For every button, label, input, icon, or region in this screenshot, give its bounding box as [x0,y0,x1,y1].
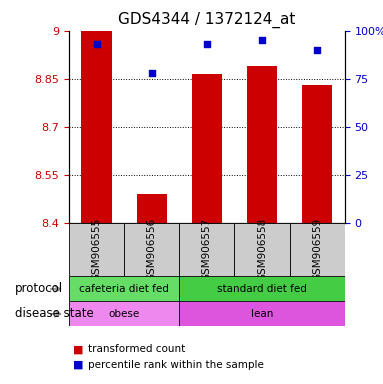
Bar [69,301,179,326]
Bar [69,276,179,301]
Title: GDS4344 / 1372124_at: GDS4344 / 1372124_at [118,12,296,28]
Text: cafeteria diet fed: cafeteria diet fed [79,284,169,294]
Text: GSM906556: GSM906556 [147,218,157,281]
Text: ■: ■ [73,344,83,354]
Point [314,47,320,53]
Text: GSM906559: GSM906559 [312,218,322,281]
Point [149,70,155,76]
Bar [234,223,290,276]
Text: transformed count: transformed count [88,344,185,354]
Bar [290,223,345,276]
Bar [179,301,345,326]
Point [259,37,265,43]
Text: GSM906555: GSM906555 [92,218,101,281]
Text: GSM906558: GSM906558 [257,218,267,281]
Bar [124,223,179,276]
Bar [192,74,222,223]
Text: ■: ■ [73,360,83,370]
Text: percentile rank within the sample: percentile rank within the sample [88,360,264,370]
Text: GSM906557: GSM906557 [202,218,212,281]
Bar [69,223,124,276]
Bar [302,85,332,223]
Text: protocol: protocol [15,283,64,295]
Point [93,41,100,47]
Bar [136,194,167,223]
Text: obese: obese [108,309,140,319]
Bar [81,31,112,223]
Text: standard diet fed: standard diet fed [217,284,307,294]
Bar [179,223,234,276]
Text: disease state: disease state [15,308,94,320]
Bar [247,66,277,223]
Point [204,41,210,47]
Text: lean: lean [251,309,273,319]
Bar [179,276,345,301]
